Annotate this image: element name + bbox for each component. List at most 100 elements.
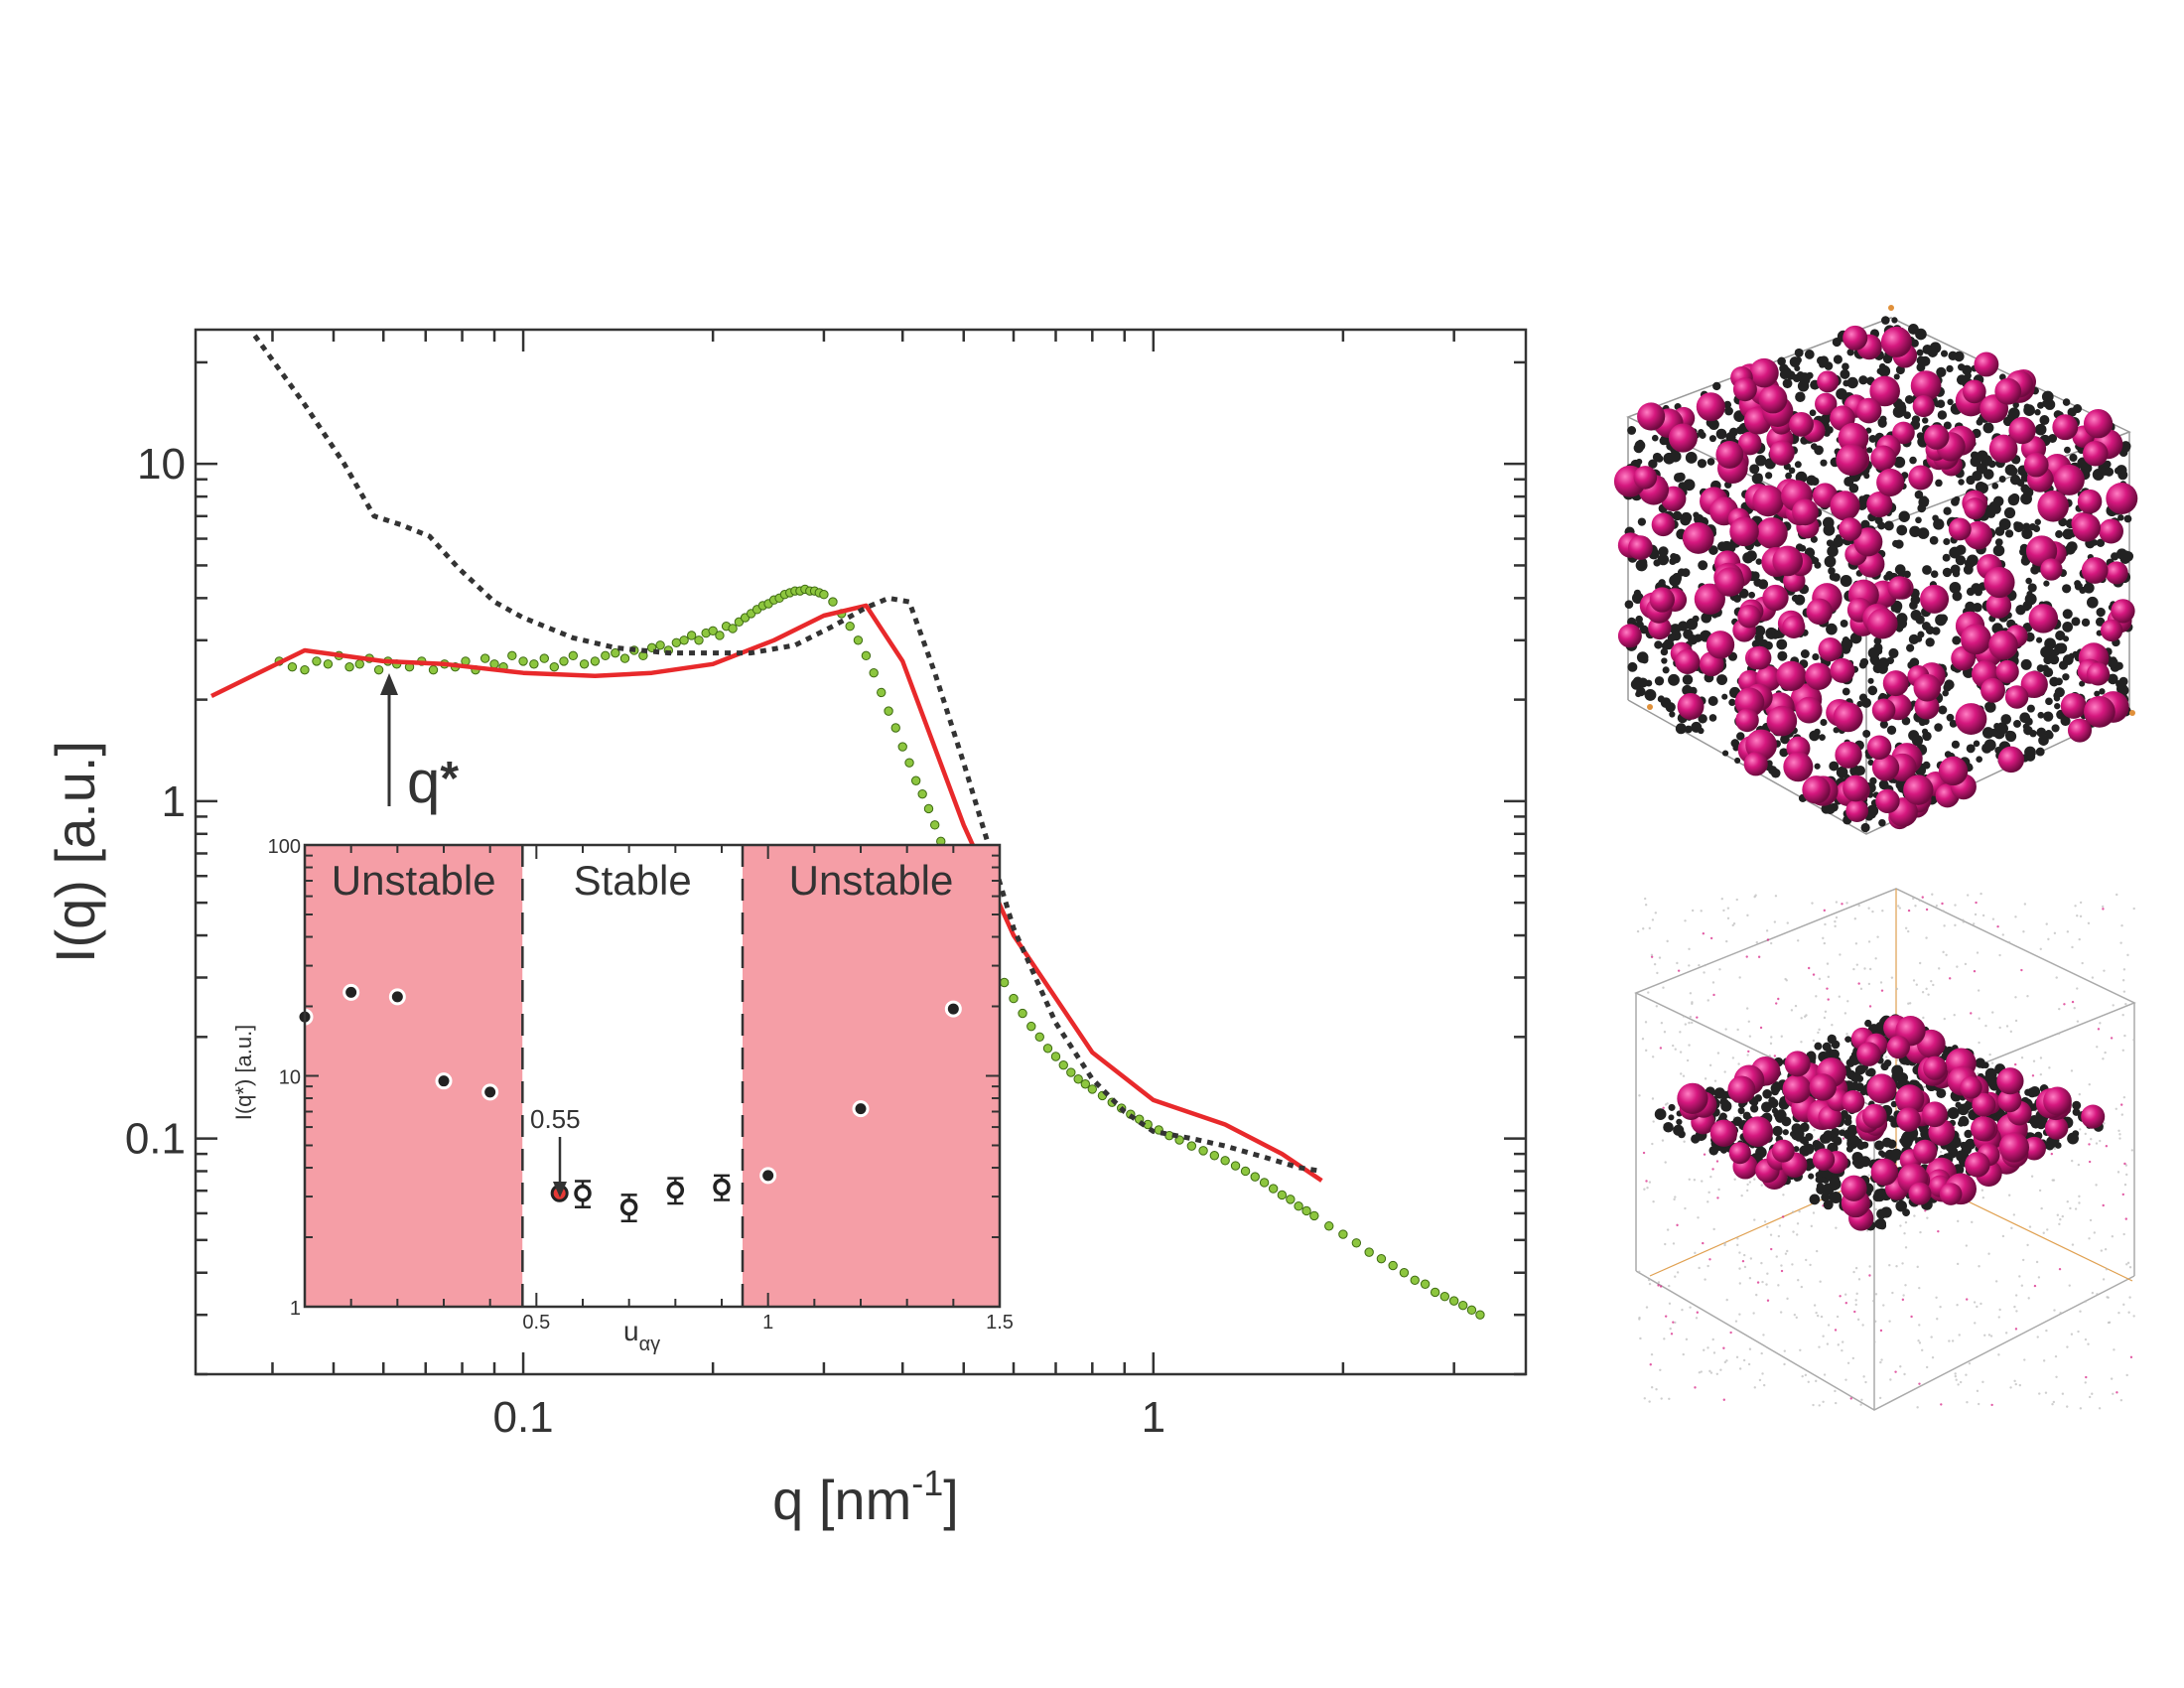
snapshot-gas-particle — [2122, 1232, 2125, 1236]
snapshot-particle — [1670, 553, 1678, 561]
snapshot-particle — [1951, 740, 1961, 749]
snapshot-sphere — [1818, 1105, 1843, 1130]
snapshot-gas-particle — [2116, 893, 2118, 897]
snapshot-gas-particle — [1822, 1335, 1825, 1337]
experimental-data-point — [1042, 1044, 1053, 1054]
snapshot-particle — [1949, 546, 1962, 559]
snapshot-gas-particle — [1738, 1251, 1741, 1254]
experimental-data-point — [354, 659, 364, 669]
experimental-data-point — [559, 656, 569, 666]
snapshot-gas-particle — [2128, 1266, 2132, 1269]
snapshot-particle — [2035, 747, 2045, 757]
experimental-data-point — [917, 788, 927, 799]
snapshot-gas-particle — [1738, 1367, 1742, 1370]
snapshot-gas-particle — [1766, 938, 1770, 941]
experimental-data-point — [1186, 1141, 1197, 1151]
snapshot-gas-particle — [1737, 1062, 1740, 1065]
snapshot-sphere — [1866, 735, 1892, 761]
snapshot-sphere — [1727, 1075, 1756, 1104]
snapshot-gas-particle — [1726, 916, 1730, 920]
experimental-data-point — [1250, 1172, 1260, 1182]
snapshot-particle — [1794, 461, 1802, 469]
snapshot-sphere — [1971, 1116, 1996, 1142]
snapshot-particle — [1751, 473, 1763, 485]
snapshot-gas-particle — [2125, 1263, 2128, 1266]
snapshot-particle — [1867, 685, 1878, 696]
snapshot-gas-particle — [1978, 1017, 1980, 1020]
snapshot-gas-particle — [1918, 1324, 1921, 1327]
unstable-point — [388, 988, 406, 1006]
snapshot-gas-particle — [2032, 1059, 2036, 1062]
snapshot-particle — [2071, 617, 2081, 627]
snapshot-sphere — [2083, 409, 2114, 439]
snapshot-gas-particle — [2078, 1092, 2081, 1096]
experimental-data-point — [1420, 1279, 1431, 1289]
snapshot-particle — [1627, 661, 1638, 672]
snapshot-particle — [1935, 479, 1943, 488]
snapshot-gas-particle — [1896, 1058, 1899, 1061]
snapshot-gas-particle — [2078, 937, 2081, 941]
snapshot-particle — [1726, 543, 1736, 553]
snapshot-sphere — [1742, 1116, 1774, 1147]
snapshot-gas-particle — [1976, 951, 1979, 954]
snapshot-gas-particle — [1959, 1380, 1963, 1384]
experimental-data-point — [539, 653, 549, 663]
snapshot-particle — [1816, 1184, 1827, 1195]
snapshot-sphere — [2105, 561, 2128, 585]
snapshot-gas-particle — [1738, 1313, 1741, 1316]
snapshot-particle — [1668, 1103, 1676, 1111]
snapshot-gas-particle — [1818, 1404, 1821, 1407]
snapshot-particle — [1682, 684, 1693, 696]
snapshot-gas-particle — [1694, 1251, 1697, 1255]
snapshot-gas-particle — [2100, 1249, 2104, 1252]
snapshot-gas-particle — [1706, 1346, 1709, 1349]
snapshot-gas-particle — [2117, 1129, 2120, 1133]
snapshot-gas-particle — [1654, 912, 1658, 914]
snapshot-gas-particle — [2101, 905, 2105, 909]
snapshot-gas-particle — [1651, 918, 1655, 921]
snapshot-particle — [1917, 631, 1925, 638]
snapshot-particle — [1848, 483, 1859, 493]
snapshot-gas-particle — [1746, 914, 1749, 917]
snapshot-gas-particle — [2013, 1305, 2016, 1309]
snapshot-gas-particle — [1843, 1127, 1845, 1131]
snapshot-gas-particle — [1660, 1022, 1664, 1025]
snapshot-gas-particle — [2007, 1194, 2011, 1196]
snapshot-gas-particle — [1729, 1331, 1732, 1335]
snapshot-gas-particle — [1683, 1140, 1686, 1143]
experimental-data-point — [323, 659, 334, 669]
snapshot-gas-particle — [1954, 923, 1957, 927]
snapshot-gas-particle — [1779, 1311, 1783, 1314]
snapshot-particle — [1882, 353, 1893, 364]
snapshot-particle — [1833, 354, 1843, 364]
snapshot-sphere — [1732, 377, 1757, 402]
snapshot-particle — [1967, 554, 1979, 567]
snapshot-gas-particle — [1868, 1005, 1872, 1008]
inset-x-axis-title: uαγ — [623, 1316, 660, 1355]
snapshot-particle — [1652, 452, 1662, 462]
snapshot-gas-particle — [2122, 968, 2126, 971]
snapshot-gas-particle — [1708, 1369, 1711, 1373]
snapshot-gas-particle — [1746, 1054, 1749, 1056]
inset-x-tick-label: 1.5 — [986, 1312, 1014, 1334]
snapshot-particle — [1983, 739, 1996, 752]
snapshot-gas-particle — [1846, 1361, 1850, 1364]
snapshot-gas-particle — [2105, 1144, 2109, 1148]
snapshot-gas-particle — [2076, 1020, 2080, 1023]
snapshot-gas-particle — [1936, 1318, 1939, 1321]
snapshot-particle — [2062, 635, 2070, 642]
snapshot-gas-particle — [1777, 1284, 1780, 1287]
snapshot-gas-particle — [1970, 1012, 1973, 1015]
snapshot-gas-particle — [1804, 1373, 1808, 1377]
snapshot-gas-particle — [1823, 1016, 1827, 1020]
snapshot-gas-particle — [1793, 1313, 1797, 1317]
snapshot-sphere — [1675, 648, 1701, 674]
snapshot-gas-particle — [2110, 1037, 2114, 1040]
snapshot-particle — [1654, 676, 1665, 686]
snapshot-gas-particle — [1822, 936, 1825, 940]
snapshot-sphere — [1815, 392, 1838, 416]
snapshot-gas-particle — [1666, 1102, 1669, 1105]
snapshot-gas-particle — [1711, 1168, 1714, 1171]
snapshot-particle — [1636, 458, 1643, 466]
snapshot-gas-particle — [1723, 1360, 1727, 1364]
